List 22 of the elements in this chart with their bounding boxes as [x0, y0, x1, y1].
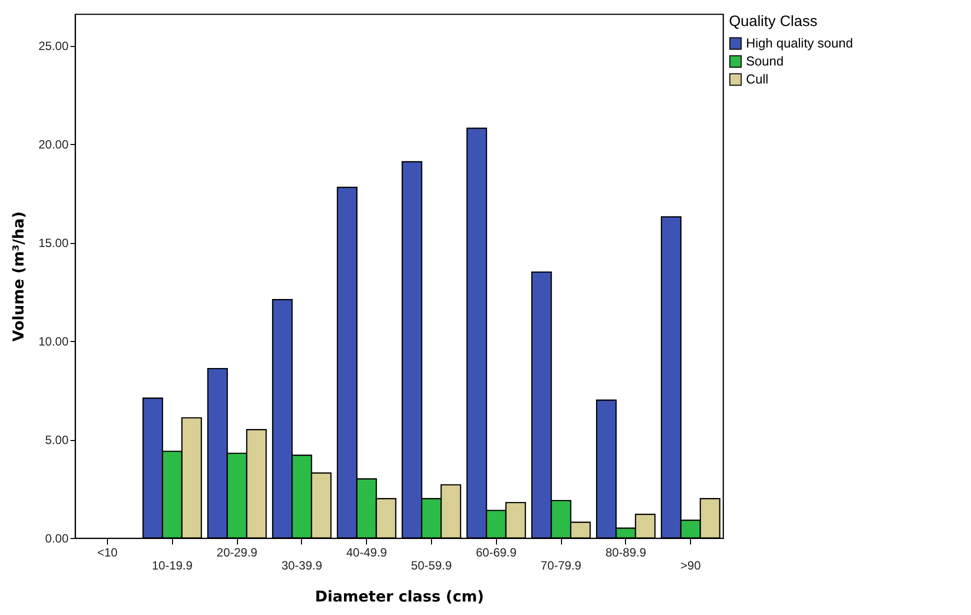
- x-tick-label: 60-69.9: [476, 546, 517, 560]
- y-tick-label: 25.00: [38, 39, 69, 54]
- y-tick-label: 10.00: [38, 334, 69, 349]
- x-tick-label: 80-89.9: [605, 546, 646, 560]
- legend-label: High quality sound: [746, 36, 853, 50]
- x-tick-label: 40-49.9: [346, 546, 388, 560]
- x-tick-label: 70-79.9: [540, 558, 582, 572]
- legend-label: Cull: [746, 72, 769, 86]
- legend-label: Sound: [746, 54, 784, 68]
- y-axis-title: Volume (m³/ha): [9, 211, 28, 342]
- x-axis-title: Diameter class (cm): [315, 588, 484, 606]
- y-tick-label: 0.00: [45, 532, 69, 546]
- y-tick-label: 5.00: [45, 433, 69, 448]
- x-tick-label: 50-59.9: [411, 558, 452, 572]
- legend-title: Quality Class: [729, 13, 818, 30]
- x-tick-label: 10-19.9: [152, 558, 193, 572]
- x-tick-label: <10: [97, 546, 118, 560]
- y-tick-label: 20.00: [38, 138, 69, 152]
- y-tick-label: 15.00: [38, 236, 69, 250]
- x-tick-label: 30-39.9: [281, 558, 322, 572]
- x-tick-label: 20-29.9: [216, 546, 258, 560]
- x-tick-label: >90: [680, 558, 702, 572]
